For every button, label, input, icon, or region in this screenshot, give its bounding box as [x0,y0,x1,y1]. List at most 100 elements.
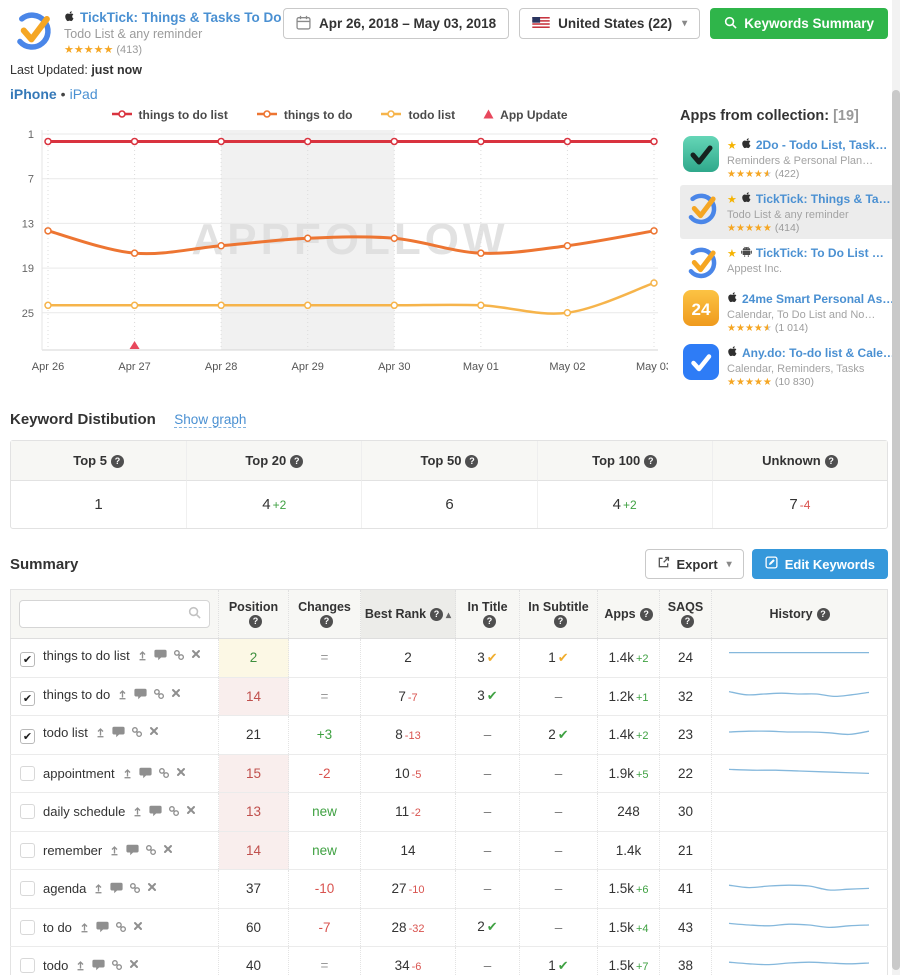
comment-icon[interactable] [112,726,125,738]
app-name-link[interactable]: TickTick: Things & Ta… [755,192,891,206]
remove-icon[interactable] [133,921,143,933]
favorite-star-icon[interactable]: ★ [727,247,737,260]
help-icon[interactable]: ? [824,454,838,468]
filter-tags-input[interactable] [28,607,188,621]
comment-icon[interactable] [96,921,109,933]
keyword-checkbox[interactable]: ✔ [20,690,35,706]
keywords-summary-button[interactable]: Keywords Summary [710,8,888,39]
show-graph-link[interactable]: Show graph [174,412,247,428]
page-scrollbar-thumb[interactable] [892,90,900,970]
keyword-checkbox[interactable] [20,765,35,781]
help-icon[interactable]: ? [249,614,262,628]
link-icon[interactable] [173,649,185,661]
app-name-link[interactable]: Any.do: To-do list & Cale… [742,346,895,360]
column-header-history[interactable]: History? [711,589,888,639]
app-row[interactable]: 24 24me Smart Personal As… Calendar, To Do… [680,285,900,339]
remove-icon[interactable] [171,688,181,700]
help-icon[interactable]: ? [483,614,496,628]
promote-icon[interactable] [137,649,148,661]
promote-icon[interactable] [93,882,104,894]
help-icon[interactable]: ? [681,614,694,628]
link-icon[interactable] [158,767,170,779]
page-scrollbar[interactable] [892,0,900,975]
help-icon[interactable]: ? [465,454,479,468]
promote-icon[interactable] [109,844,120,856]
link-icon[interactable] [168,805,180,817]
column-header-in-subtitle[interactable]: In Subtitle? [519,589,598,639]
help-icon[interactable]: ? [290,454,304,468]
remove-icon[interactable] [186,805,196,817]
app-icon [683,190,719,226]
remove-icon[interactable] [163,844,173,856]
legend-item-things-to-do[interactable]: things to do [256,108,352,122]
chevron-down-icon: ▾ [726,558,732,570]
promote-icon[interactable] [95,726,106,738]
platform-ipad[interactable]: iPad [69,86,98,102]
comment-icon[interactable] [154,649,167,661]
keyword-checkbox[interactable] [20,919,35,935]
comment-icon[interactable] [126,844,139,856]
remove-icon[interactable] [147,882,157,894]
link-icon[interactable] [115,921,127,933]
comment-icon[interactable] [92,959,105,971]
date-range-picker[interactable]: Apr 26, 2018 – May 03, 2018 [283,8,510,39]
column-header-position[interactable]: Position? [218,589,289,639]
app-icon [683,244,719,280]
favorite-star-icon[interactable]: ★ [727,193,737,206]
keyword-checkbox[interactable] [20,804,35,820]
link-icon[interactable] [153,688,165,700]
promote-icon[interactable] [79,921,90,933]
help-icon[interactable]: ? [554,614,567,628]
platform-iphone[interactable]: iPhone [10,86,57,102]
edit-keywords-button[interactable]: Edit Keywords [751,549,888,579]
remove-icon[interactable] [176,767,186,779]
remove-icon[interactable] [191,649,201,661]
app-row[interactable]: Any.do: To-do list & Cale… Calendar, Remi… [680,339,900,393]
promote-icon[interactable] [75,959,86,971]
link-icon[interactable] [111,959,123,971]
keyword-checkbox[interactable] [20,881,35,897]
comment-icon[interactable] [110,882,123,894]
help-icon[interactable]: ? [816,607,830,621]
promote-icon[interactable] [117,688,128,700]
keyword-checkbox[interactable] [20,842,35,858]
keyword-checkbox[interactable] [20,958,35,974]
export-button[interactable]: Export ▾ [644,549,744,579]
help-icon[interactable]: ? [110,454,124,468]
app-name-link[interactable]: 24me Smart Personal As… [742,292,895,306]
remove-icon[interactable] [149,726,159,738]
comment-icon[interactable] [138,767,152,779]
app-title-link[interactable]: TickTick: Things & Tasks To Do [64,10,282,25]
legend-item-todo-list[interactable]: todo list [380,108,455,122]
apple-icon [727,344,738,362]
help-icon[interactable]: ? [639,607,653,621]
link-icon[interactable] [131,726,143,738]
table-row: ✔ todo list 21 +3 8 -13–2 ✔ 1.4k +2 23 [10,715,888,754]
column-header-apps[interactable]: Apps? [597,589,660,639]
column-header-best-rank[interactable]: Best Rank? ▴ [360,589,456,639]
app-row[interactable]: ★ 2Do - Todo List, Task… Reminders & Perso… [680,131,900,185]
comment-icon[interactable] [149,805,162,817]
link-icon[interactable] [129,882,141,894]
favorite-star-icon[interactable]: ★ [727,139,737,152]
column-header-saqs[interactable]: SAQS? [659,589,712,639]
app-name-link[interactable]: TickTick: To Do List … [755,246,884,260]
column-header-in-title[interactable]: In Title? [455,589,520,639]
keyword-checkbox[interactable]: ✔ [20,729,35,745]
keyword-checkbox[interactable]: ✔ [20,652,35,668]
app-row[interactable]: ★ TickTick: To Do List … Appest Inc. [680,239,900,285]
promote-icon[interactable] [132,805,143,817]
help-icon[interactable]: ? [644,454,658,468]
country-selector[interactable]: United States (22) ▾ [519,8,701,39]
remove-icon[interactable] [129,959,139,971]
app-name-link[interactable]: 2Do - Todo List, Task… [755,138,888,152]
link-icon[interactable] [145,844,157,856]
help-icon[interactable]: ? [430,607,444,621]
comment-icon[interactable] [134,688,147,700]
legend-item-things-to-do-list[interactable]: things to do list [111,108,228,122]
column-header-changes[interactable]: Changes? [288,589,361,639]
help-icon[interactable]: ? [320,614,333,628]
promote-icon[interactable] [122,767,133,779]
legend-item-app-update[interactable]: App Update [483,108,568,122]
app-row[interactable]: ★ TickTick: Things & Ta… Todo List & any r… [680,185,900,239]
